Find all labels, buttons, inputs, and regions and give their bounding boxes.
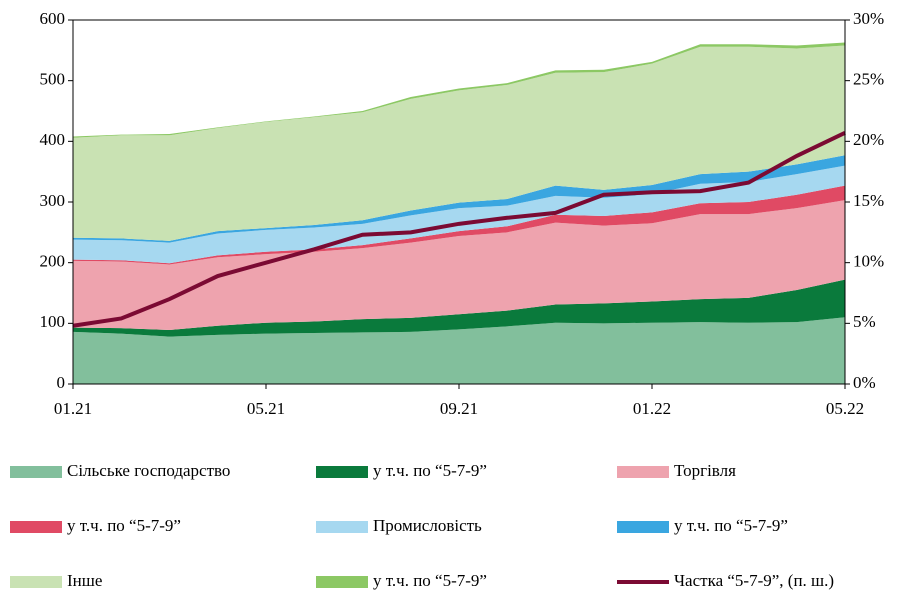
area — [73, 279, 845, 337]
legend-swatch — [617, 521, 669, 533]
x-tick-label: 09.21 — [440, 399, 478, 418]
legend-label: у т.ч. по “5-7-9” — [373, 461, 487, 480]
y-tick-label: 600 — [40, 9, 66, 28]
y2-tick-label: 25% — [853, 70, 884, 89]
legend-label: у т.ч. по “5-7-9” — [373, 571, 487, 590]
y-tick-label: 400 — [40, 130, 66, 149]
y2-tick-label: 15% — [853, 191, 884, 210]
legend-label: у т.ч. по “5-7-9” — [674, 516, 788, 535]
area — [73, 317, 845, 384]
y2-tick-label: 10% — [853, 252, 884, 271]
area — [73, 165, 845, 264]
legend-swatch — [10, 576, 62, 588]
y2-tick-label: 0% — [853, 373, 876, 392]
y2-tick-label: 20% — [853, 130, 884, 149]
legend-swatch — [10, 466, 62, 478]
legend-label: у т.ч. по “5-7-9” — [67, 516, 181, 535]
y2-tick-label: 30% — [853, 9, 884, 28]
x-tick-label: 05.21 — [247, 399, 285, 418]
area — [73, 42, 845, 138]
x-tick-label: 01.21 — [54, 399, 92, 418]
y-tick-label: 0 — [57, 373, 66, 392]
legend-label: Інше — [67, 571, 102, 590]
y-tick-label: 500 — [40, 70, 66, 89]
legend-swatch — [316, 466, 368, 478]
legend-swatch — [316, 521, 368, 533]
y-tick-label: 100 — [40, 312, 66, 331]
x-tick-label: 05.22 — [826, 399, 864, 418]
y2-tick-label: 5% — [853, 312, 876, 331]
legend-label: Промисловість — [373, 516, 482, 535]
y-tick-label: 200 — [40, 252, 66, 271]
line — [72, 131, 846, 328]
x-tick-label: 01.22 — [633, 399, 671, 418]
area — [73, 200, 845, 331]
legend-swatch — [10, 521, 62, 533]
legend-label: Торгівля — [674, 461, 736, 480]
legend-label: Сільське господарство — [67, 461, 230, 480]
y-tick-label: 300 — [40, 191, 66, 210]
legend-swatch — [617, 466, 669, 478]
area — [73, 45, 845, 241]
legend-swatch — [316, 576, 368, 588]
legend-label: Частка “5-7-9”, (п. ш.) — [674, 571, 834, 590]
